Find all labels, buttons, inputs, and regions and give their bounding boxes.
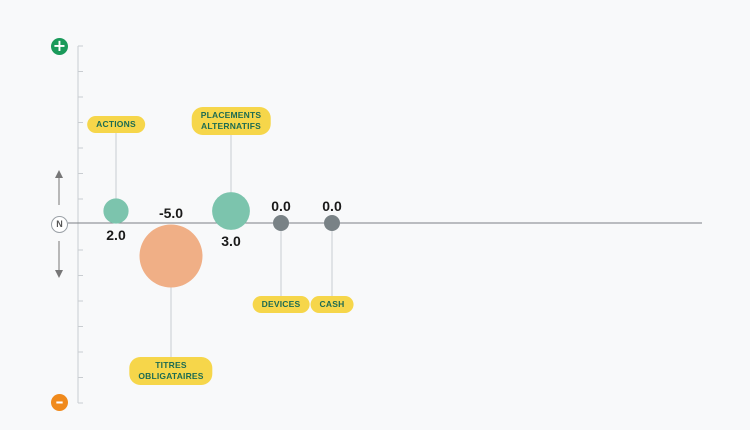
- value-label-cash: 0.0: [322, 198, 342, 214]
- bubble-titres-obligataires: [139, 224, 203, 288]
- label-placements-alternatifs: PLACEMENTS ALTERNATIFS: [191, 107, 271, 135]
- value-label-placements-alternatifs: 3.0: [221, 232, 241, 249]
- bubble-cash: [324, 215, 340, 231]
- label-actions: ACTIONS: [87, 116, 145, 133]
- value-label-actions: 2.0: [106, 226, 126, 243]
- label-titres-obligataires: TITRES OBLIGATAIRES: [129, 357, 213, 385]
- neutral-marker: N: [51, 216, 68, 233]
- bubble-placements-alternatifs: [212, 192, 250, 230]
- neutral-label: N: [56, 219, 63, 229]
- minus-icon: –: [51, 394, 68, 411]
- label-devices: DEVICES: [252, 296, 310, 313]
- plus-icon: +: [51, 36, 68, 55]
- bubble-devices: [273, 215, 289, 231]
- down-arrow-head: [55, 270, 63, 278]
- up-arrow-head: [55, 170, 63, 178]
- value-label-titres-obligataires: -5.0: [158, 204, 184, 221]
- label-cash: CASH: [310, 296, 354, 313]
- value-label-devices: 0.0: [271, 198, 291, 214]
- bubble-actions: [103, 198, 129, 224]
